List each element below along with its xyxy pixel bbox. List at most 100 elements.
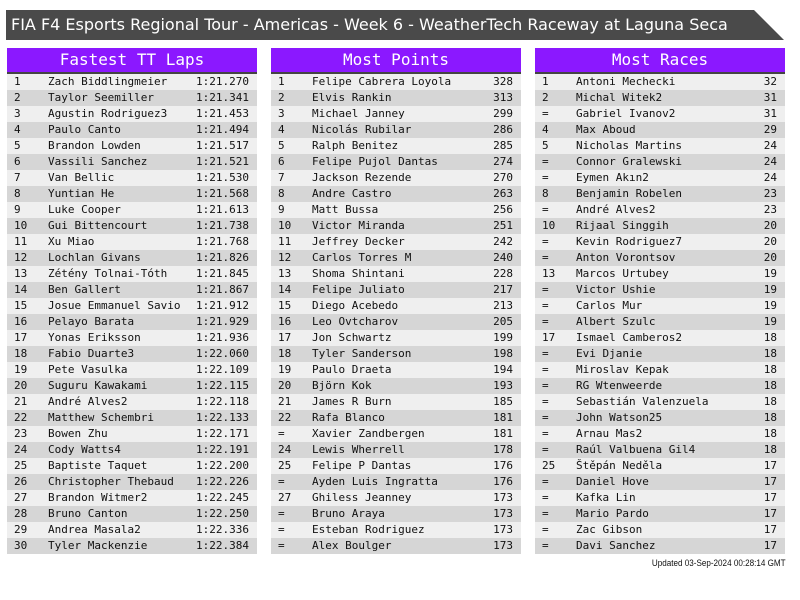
value-cell: 20 bbox=[763, 219, 777, 232]
table-row: 25 Felipe P Dantas 176 bbox=[271, 458, 521, 474]
table-row: 18 Tyler Sanderson 198 bbox=[271, 346, 521, 362]
rank-cell: 21 bbox=[14, 395, 28, 408]
driver-name-cell: Michal Witek2 bbox=[576, 91, 663, 104]
table-row: 23 Bowen Zhu 1:22.171 bbox=[7, 426, 257, 442]
value-cell: 18 bbox=[763, 427, 777, 440]
rank-cell: 4 bbox=[14, 123, 21, 136]
value-cell: 185 bbox=[493, 395, 513, 408]
table-row: = Daniel Hove 17 bbox=[535, 474, 785, 490]
rank-cell: 15 bbox=[278, 299, 292, 312]
driver-name-cell: Ismael Camberos2 bbox=[576, 331, 682, 344]
driver-name-cell: Benjamin Robelen bbox=[576, 187, 682, 200]
table-row: 5 Nicholas Martins 24 bbox=[535, 138, 785, 154]
value-cell: 18 bbox=[763, 347, 777, 360]
rank-cell: 8 bbox=[278, 187, 285, 200]
value-cell: 19 bbox=[763, 315, 777, 328]
title-bar: FIA F4 Esports Regional Tour - Americas … bbox=[6, 10, 784, 40]
table-row: 10 Gui Bittencourt 1:21.738 bbox=[7, 218, 257, 234]
value-cell: 173 bbox=[493, 539, 513, 552]
driver-name-cell: Jon Schwartz bbox=[312, 331, 392, 344]
table-row: 15 Diego Acebedo 213 bbox=[271, 298, 521, 314]
value-cell: 1:22.336 bbox=[196, 523, 249, 536]
value-cell: 1:21.845 bbox=[196, 267, 249, 280]
table-row: 13 Zétény Tolnai-Tóth 1:21.845 bbox=[7, 266, 257, 282]
rank-cell: 20 bbox=[278, 379, 292, 392]
rank-cell: 17 bbox=[14, 331, 28, 344]
driver-name-cell: Carlos Torres M bbox=[312, 251, 412, 264]
driver-name-cell: Bowen Zhu bbox=[48, 427, 108, 440]
table-row: = Carlos Mur 19 bbox=[535, 298, 785, 314]
rank-cell: = bbox=[542, 347, 549, 360]
value-cell: 176 bbox=[493, 459, 513, 472]
value-cell: 18 bbox=[763, 363, 777, 376]
rank-cell: = bbox=[542, 443, 549, 456]
driver-name-cell: Elvis Rankin bbox=[312, 91, 392, 104]
rank-cell: 29 bbox=[14, 523, 28, 536]
value-cell: 1:21.521 bbox=[196, 155, 249, 168]
rank-cell: = bbox=[542, 411, 549, 424]
table-row: 5 Brandon Lowden 1:21.517 bbox=[7, 138, 257, 154]
table-row: 4 Nicolás Rubilar 286 bbox=[271, 122, 521, 138]
value-cell: 1:21.517 bbox=[196, 139, 249, 152]
rank-cell: = bbox=[542, 475, 549, 488]
rank-cell: = bbox=[542, 507, 549, 520]
rank-cell: 25 bbox=[278, 459, 292, 472]
value-cell: 1:22.060 bbox=[196, 347, 249, 360]
table-row: 13 Marcos Urtubey 19 bbox=[535, 266, 785, 282]
value-cell: 1:22.133 bbox=[196, 411, 249, 424]
driver-name-cell: Pelayo Barata bbox=[48, 315, 135, 328]
driver-name-cell: Xu Miao bbox=[48, 235, 95, 248]
rank-cell: 27 bbox=[278, 491, 292, 504]
table-row: 14 Ben Gallert 1:21.867 bbox=[7, 282, 257, 298]
value-cell: 17 bbox=[763, 491, 777, 504]
table-row: 17 Jon Schwartz 199 bbox=[271, 330, 521, 346]
table-row: 6 Felipe Pujol Dantas 274 bbox=[271, 154, 521, 170]
rank-cell: = bbox=[542, 155, 549, 168]
table-row: 11 Xu Miao 1:21.768 bbox=[7, 234, 257, 250]
value-cell: 205 bbox=[493, 315, 513, 328]
driver-name-cell: Anton Vorontsov bbox=[576, 251, 676, 264]
rank-cell: 4 bbox=[542, 123, 549, 136]
value-cell: 199 bbox=[493, 331, 513, 344]
rank-cell: 17 bbox=[278, 331, 292, 344]
table-row: 28 Bruno Canton 1:22.250 bbox=[7, 506, 257, 522]
driver-name-cell: André Alves2 bbox=[48, 395, 128, 408]
value-cell: 1:21.867 bbox=[196, 283, 249, 296]
table-row: 8 Benjamin Robelen 23 bbox=[535, 186, 785, 202]
driver-name-cell: Gui Bittencourt bbox=[48, 219, 148, 232]
value-cell: 274 bbox=[493, 155, 513, 168]
rank-cell: = bbox=[542, 283, 549, 296]
value-cell: 24 bbox=[763, 171, 777, 184]
driver-name-cell: Matthew Schembri bbox=[48, 411, 154, 424]
rank-cell: 14 bbox=[278, 283, 292, 296]
driver-name-cell: Rijaal Singgih bbox=[576, 219, 669, 232]
driver-name-cell: Lewis Wherrell bbox=[312, 443, 405, 456]
board-most-points: Most Points 1 Felipe Cabrera Loyola 328 2 El… bbox=[271, 48, 521, 554]
driver-name-cell: Van Bellic bbox=[48, 171, 115, 184]
driver-name-cell: André Alves2 bbox=[576, 203, 656, 216]
driver-name-cell: Ayden Luis Ingratta bbox=[312, 475, 438, 488]
rank-cell: 1 bbox=[542, 75, 549, 88]
value-cell: 1:21.912 bbox=[196, 299, 249, 312]
table-row: = Alex Boulger 173 bbox=[271, 538, 521, 554]
driver-name-cell: Paulo Draeta bbox=[312, 363, 392, 376]
value-cell: 1:21.341 bbox=[196, 91, 249, 104]
table-row: 22 Rafa Blanco 181 bbox=[271, 410, 521, 426]
rank-cell: = bbox=[542, 171, 549, 184]
rank-cell: 19 bbox=[278, 363, 292, 376]
value-cell: 19 bbox=[763, 299, 777, 312]
value-cell: 1:22.226 bbox=[196, 475, 249, 488]
driver-name-cell: Taylor Seemiller bbox=[48, 91, 154, 104]
table-row: 30 Tyler Mackenzie 1:22.384 bbox=[7, 538, 257, 554]
rank-cell: = bbox=[278, 539, 285, 552]
value-cell: 1:22.171 bbox=[196, 427, 249, 440]
table-row: = Victor Ushie 19 bbox=[535, 282, 785, 298]
rank-cell: 1 bbox=[278, 75, 285, 88]
board-title: Most Points bbox=[271, 48, 521, 74]
table-row: = Sebastián Valenzuela 18 bbox=[535, 394, 785, 410]
rank-cell: 2 bbox=[542, 91, 549, 104]
page-title: FIA F4 Esports Regional Tour - Americas … bbox=[11, 15, 728, 34]
table-row: 22 Matthew Schembri 1:22.133 bbox=[7, 410, 257, 426]
board-title: Fastest TT Laps bbox=[7, 48, 257, 74]
table-row: 2 Taylor Seemiller 1:21.341 bbox=[7, 90, 257, 106]
